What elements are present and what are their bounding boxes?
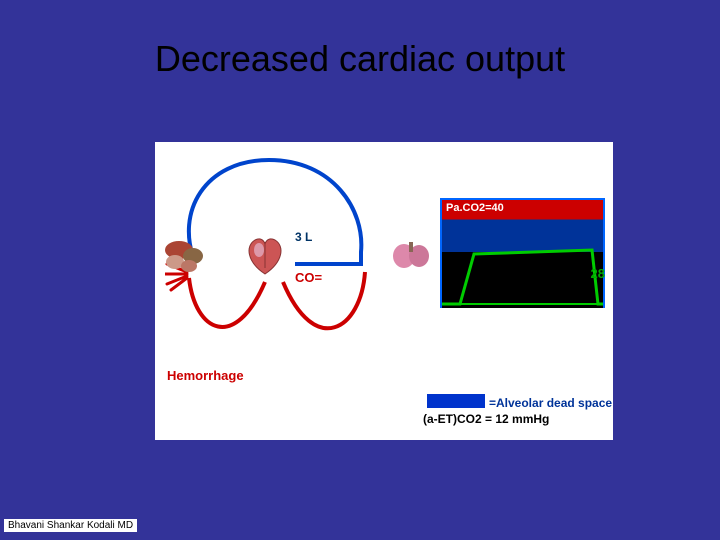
etco2-value: 28 <box>591 266 605 281</box>
heart-icon <box>241 232 289 280</box>
volume-label: 3 L <box>295 230 312 244</box>
page-title: Decreased cardiac output <box>155 38 565 80</box>
credit-label: Bhavani Shankar Kodali MD <box>4 519 137 532</box>
capnograph-panel: Pa.CO2=40 28 <box>440 198 605 308</box>
legend-text: =Alveolar dead space <box>489 396 612 410</box>
organs-left-icon <box>163 238 207 274</box>
legend-swatch <box>427 394 485 408</box>
cardiac-output-label: CO= <box>295 270 322 285</box>
hemorrhage-label: Hemorrhage <box>167 368 244 383</box>
a-et-co2-label: (a-ET)CO2 = 12 mmHg <box>423 412 549 426</box>
lungs-icon <box>391 240 431 270</box>
capnograph-waveform <box>442 218 603 308</box>
paco2-bar: Pa.CO2=40 <box>442 200 603 218</box>
diagram-panel: 3 L CO= Hemorrhage Pa.CO2=40 28 =Alveola… <box>155 142 613 440</box>
